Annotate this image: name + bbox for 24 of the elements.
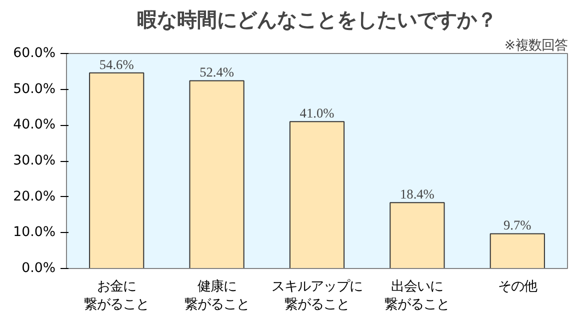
y-tick-label: 0.0% <box>22 261 56 276</box>
x-tick-label: お金に繋がること <box>84 280 150 312</box>
y-tick-label: 10.0% <box>13 225 56 240</box>
y-tick-label: 40.0% <box>13 118 56 133</box>
data-label: 9.7% <box>504 218 532 233</box>
x-tick-label: 出会いに繋がること <box>384 280 450 312</box>
x-tick-label: 健康に繋がること <box>184 280 250 312</box>
data-label: 54.6% <box>99 56 134 72</box>
y-tick-label: 60.0% <box>13 46 56 61</box>
bar <box>289 121 345 268</box>
y-tick-label: 30.0% <box>13 154 56 168</box>
x-tick-label: スキルアップに繋がること <box>272 280 362 312</box>
y-tick-label: 50.0% <box>13 82 56 97</box>
bar <box>89 72 144 268</box>
data-label: 41.0% <box>300 106 334 121</box>
data-label: 52.4% <box>200 64 234 80</box>
y-tick-label: 20.0% <box>13 189 56 204</box>
chart-title: 暇な時間にどんなことをしたいですか？ <box>137 8 497 32</box>
x-tick-label: その他 <box>498 280 537 294</box>
data-label: 18.4% <box>400 186 434 202</box>
bar <box>490 233 545 268</box>
bar <box>390 202 445 268</box>
text: ※複数回答 <box>504 38 568 54</box>
bar <box>189 80 244 268</box>
